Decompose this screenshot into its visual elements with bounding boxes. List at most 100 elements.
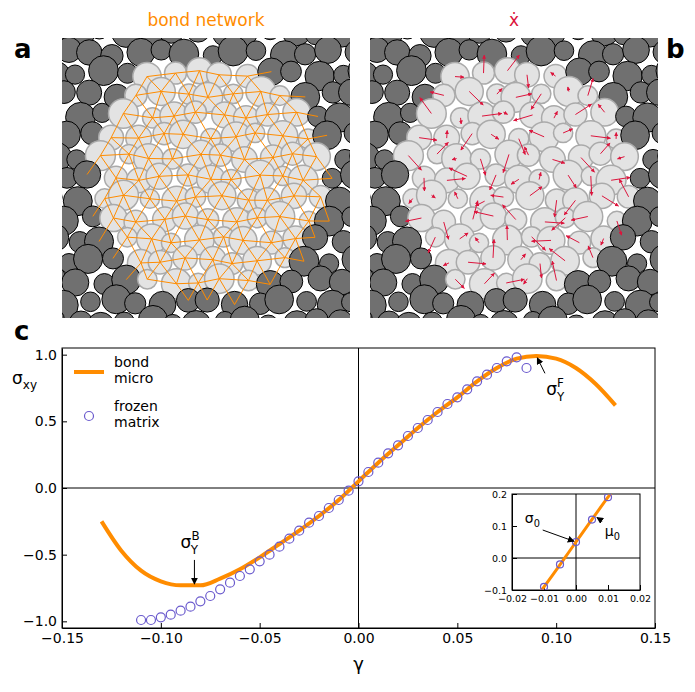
bond [271,243,285,258]
bond [248,72,272,76]
bond [177,197,196,201]
bond [233,76,247,94]
series-point [344,486,353,495]
tick-label: 0.5 [35,413,57,429]
bond [195,196,221,197]
bond [199,237,223,240]
bond [153,116,174,118]
velocity-arrow [455,279,464,288]
bond [280,96,305,97]
bond [260,175,267,200]
bond [255,133,283,136]
tick-label: 0.15 [640,630,671,646]
frozen-particle [265,285,294,314]
series-point [314,512,323,521]
bond [100,138,111,156]
soft-particle [446,269,465,288]
velocity-arrow [552,261,556,280]
velocity-arrow [532,240,551,242]
bond [141,263,147,279]
bond [153,118,165,134]
bond [136,77,147,96]
velocity-arrow [521,254,526,260]
frozen-particle [616,266,641,291]
series-point [433,408,442,417]
series-point [285,534,294,543]
bond [273,158,283,176]
velocity-arrow [409,199,413,204]
bond [152,239,171,243]
velocity-arrow [443,263,449,266]
bond [260,158,273,176]
bond [161,91,174,116]
bond [165,219,171,242]
bond [147,262,160,279]
bond [159,175,188,176]
bond [188,175,211,179]
bond [211,155,221,179]
bond [236,133,255,137]
bond [185,240,199,258]
panel-background [370,38,658,318]
bond [123,113,152,117]
bond [303,178,332,180]
bond [246,91,261,118]
velocity-arrow [507,55,519,71]
bond [261,91,280,95]
bond [141,239,152,263]
bond [199,71,207,98]
bond [176,73,189,94]
series-point [235,572,244,581]
frozen-particle [340,160,350,189]
tick-label: 0.00 [343,630,374,646]
bond [267,176,282,200]
velocity-arrow [460,233,468,239]
tick-label: −0.15 [41,630,84,646]
velocity-arrow [468,262,486,264]
velocity-arrow [482,113,502,116]
bond [185,216,199,240]
velocity-arrow [616,133,617,139]
bond [113,237,127,258]
bond [233,94,246,118]
frozen-particle [62,187,63,208]
series-point [176,606,185,615]
series-point [166,610,175,619]
bond [199,220,207,240]
frozen-particle [589,61,610,82]
frozen-particle [471,314,490,318]
bond [111,137,139,138]
frozen-particle [114,312,135,318]
bond [99,218,113,241]
velocity-arrow [452,158,457,159]
annotation: μ0 [605,523,620,542]
frozen-particle [385,80,410,105]
bond [280,196,294,217]
tick-label: −1.0 [23,613,57,629]
frozen-particle [646,79,658,106]
bond [176,284,188,301]
velocity-arrow [461,134,472,150]
series-point [137,616,146,625]
bond [222,180,231,196]
bond [136,199,150,222]
velocity-arrow [575,104,591,114]
bond [255,115,267,133]
frozen-particle [77,80,102,105]
series-point [443,400,452,409]
tick-label: 0.0 [492,553,507,564]
annotation-sub: 0 [614,531,620,542]
bond [147,73,176,76]
bond [147,77,161,92]
tick-label: 0.10 [541,630,572,646]
frozen-particle [459,40,479,60]
bond [195,112,210,138]
bond [283,176,303,180]
bond [219,279,234,305]
series-point [245,565,254,574]
bond [213,260,219,279]
panel-background [62,38,350,318]
bond [308,135,327,139]
legend-label-line: matrix [114,414,160,430]
tick-label: −0.5 [23,547,57,563]
